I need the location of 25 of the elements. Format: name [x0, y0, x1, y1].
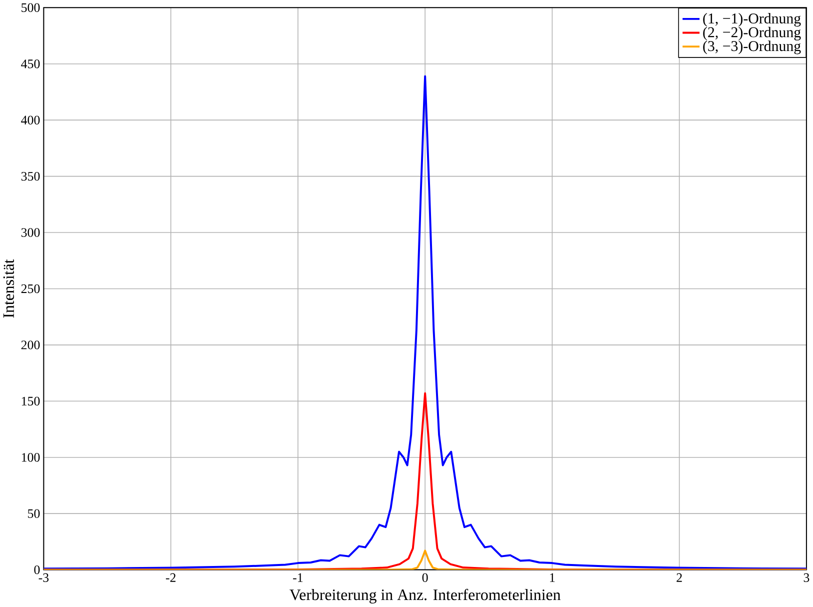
y-tick-label: 350: [21, 172, 40, 181]
y-tick-label: 500: [22, 3, 40, 12]
y-tick-label: 0: [34, 566, 40, 574]
y-tick-label: 200: [21, 340, 40, 350]
y-tick-label: 250: [21, 284, 40, 294]
x-tick-label: 2: [676, 573, 682, 582]
x-tick-label: 1: [550, 573, 555, 582]
x-tick-label: -1: [293, 573, 303, 582]
legend-label: (1, −1)-Ordnung: [703, 13, 801, 27]
x-tick-label: 0: [422, 573, 428, 582]
y-tick-label: 450: [21, 60, 40, 68]
y-tick-label: 150: [22, 396, 40, 406]
legend-label: (2, −2)-Ordnung: [703, 26, 801, 40]
y-tick-label: 400: [21, 116, 40, 125]
x-tick-label: -3: [38, 573, 49, 582]
legend-label: (3, −3)-Ordnung: [703, 40, 801, 54]
line-series: [44, 550, 806, 570]
y-tick-label: 100: [22, 453, 40, 462]
line-series: [44, 75, 806, 570]
y-axis-title: Intensität: [3, 259, 14, 318]
x-tick-label: 3: [804, 573, 810, 582]
x-axis-title: Verbreiterung in Anz. Interferometerlinien: [290, 588, 561, 604]
x-tick-label: -2: [166, 573, 176, 582]
y-tick-label: 50: [28, 509, 40, 518]
y-tick-label: 300: [21, 228, 40, 237]
